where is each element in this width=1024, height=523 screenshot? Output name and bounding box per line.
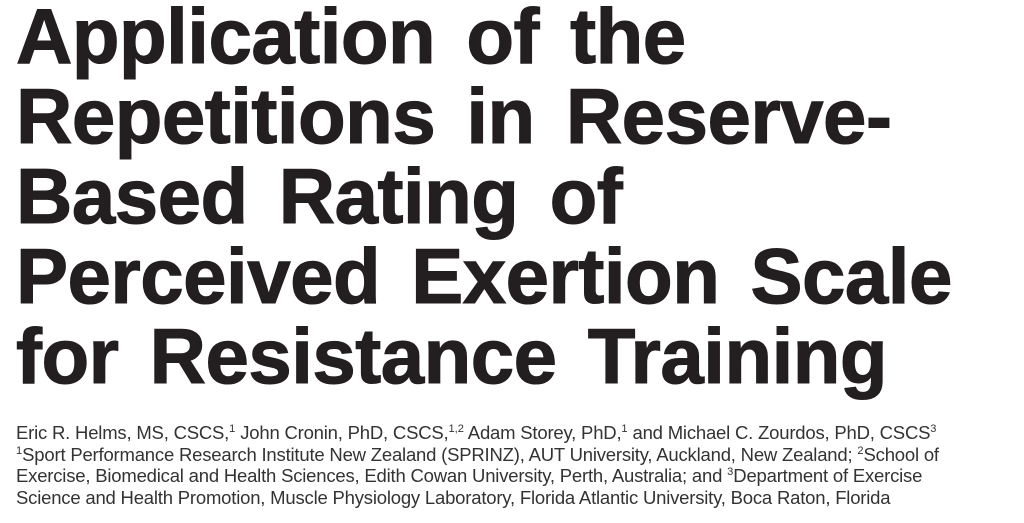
article-title-line-3: Based Rating of <box>15 152 623 240</box>
author-byline: Eric R. Helms, MS, CSCS,1 John Cronin, P… <box>16 422 1008 444</box>
affiliation-text: Department of Exercise <box>733 465 923 486</box>
author-name-3: Adam Storey, PhD, <box>463 422 622 443</box>
author-name-4: and Michael C. Zourdos, PhD, CSCS <box>627 422 931 443</box>
article-title-line-1: Application of the <box>15 0 686 80</box>
affiliation-text: School of <box>863 443 940 465</box>
author-affiliation-marker-1: 1 <box>229 422 236 435</box>
author-affiliation-marker-2: 1,2 <box>448 422 464 435</box>
affiliation-mid-marker: 2 <box>857 444 864 457</box>
author-affiliation-marker-3: 1 <box>621 422 628 435</box>
article-title-line-4: Perceived Exertion Scale <box>15 232 952 320</box>
affiliation-line-2: Exercise, Biomedical and Health Sciences… <box>16 465 1008 487</box>
affiliation-text: Science and Health Promotion, Muscle Phy… <box>16 486 891 508</box>
affiliation-mid-marker: 3 <box>727 465 734 478</box>
affiliation-text: Sport Performance Research Institute New… <box>22 443 858 465</box>
article-header-page: Application of the Repetitions in Reserve… <box>15 0 1008 508</box>
author-and-affiliations-block: Eric R. Helms, MS, CSCS,1 John Cronin, P… <box>16 422 1008 508</box>
article-title: Application of the Repetitions in Reserve… <box>15 0 1008 400</box>
affiliation-line-3: Science and Health Promotion, Muscle Phy… <box>16 487 1008 509</box>
affiliation-text: Exercise, Biomedical and Health Sciences… <box>16 465 728 486</box>
article-title-line-2: Repetitions in Reserve- <box>15 72 892 160</box>
author-name-1: Eric R. Helms, MS, CSCS, <box>16 422 230 443</box>
author-affiliation-marker-4: 3 <box>930 422 937 435</box>
article-title-line-5: for Resistance Training <box>15 312 888 400</box>
affiliation-lead-marker: 1 <box>16 444 23 457</box>
author-name-2: John Cronin, PhD, CSCS, <box>235 422 449 443</box>
affiliation-line-1: 1Sport Performance Research Institute Ne… <box>16 444 1008 466</box>
